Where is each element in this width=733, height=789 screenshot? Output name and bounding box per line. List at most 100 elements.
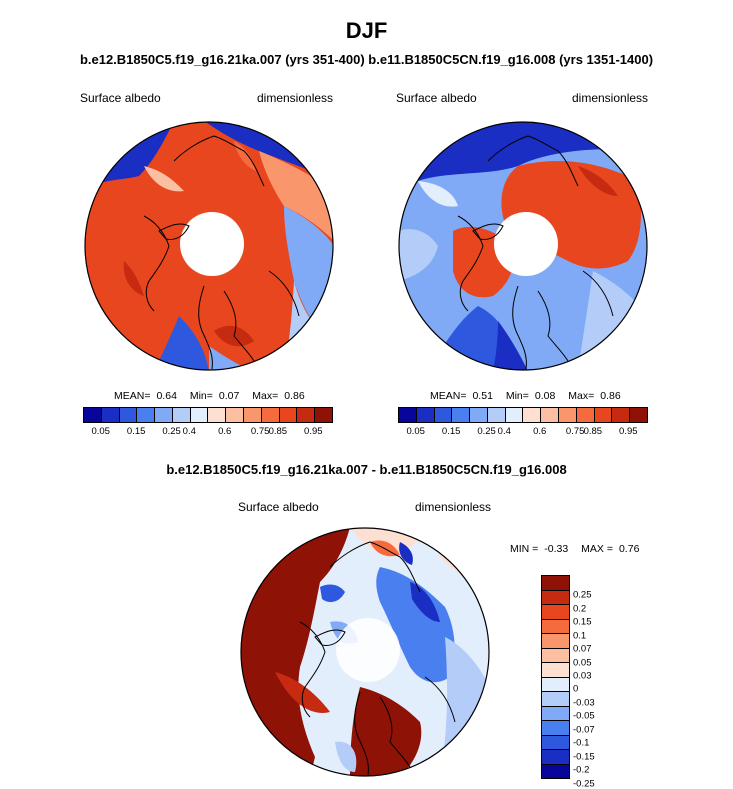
diff-colorbar-tick-label: 0.03 [573,670,592,682]
left-min-label: Min= [189,390,213,402]
right-colorbar-tick-label: 0.75 [565,426,585,437]
diff-units-label: dimensionless [415,500,492,514]
right-colorbar-swatch [505,408,524,422]
left-min-value: 0.07 [218,390,240,402]
right-colorbar-tick-label: 0.15 [441,426,461,437]
left-colorbar-swatch [84,408,102,422]
left-colorbar-tick-label: 0.75 [250,426,270,437]
right-colorbar-tick-label: 0.05 [406,426,425,437]
right-colorbar-swatch [416,408,435,422]
right-colorbar-ticks: 0.05 0.15 0.25 0.4 0.6 0.75 0.85 0.95 [398,426,646,438]
diff-colorbar-tick-label: -0.03 [573,697,595,709]
right-colorbar-swatch [630,408,647,422]
right-colorbar-swatch [434,408,453,422]
left-colorbar-tick-label: 0.95 [304,426,323,437]
left-colorbar-swatch [297,408,316,422]
diff-colorbar-tick-label: -0.07 [573,724,595,736]
left-field-label: Surface albedo [80,91,161,105]
diff-polar-map [240,527,490,777]
right-colorbar-swatch [594,408,613,422]
right-colorbar-tick-label: 0.85 [583,426,603,437]
left-colorbar-swatch [244,408,262,422]
left-max-value: 0.86 [284,390,305,402]
diff-colorbar-tick-label: -0.2 [573,764,590,776]
right-units-label: dimensionless [572,91,649,105]
left-colorbar-ticks: 0.05 0.15 0.25 0.4 0.6 0.75 0.85 0.95 [83,426,331,438]
diff-colorbar-tick-label: 0.15 [573,616,592,628]
left-colorbar-swatch [315,408,332,422]
left-stats: MEAN= 0.64 Min= 0.07 Max= 0.86 [114,390,315,402]
right-colorbar-swatch [523,408,542,422]
left-units-label: dimensionless [257,91,334,105]
left-max-label: Max= [252,390,279,402]
right-colorbar-tick-label: 0.95 [619,426,638,437]
diff-field-label: Surface albedo [238,500,319,514]
left-colorbar-tick-label: 0.15 [126,426,146,437]
diff-stats: MIN = -0.33 MAX = 0.76 [510,543,649,555]
diff-colorbar-swatch [542,634,569,649]
diff-colorbar-tick-label: 0.07 [573,643,592,655]
diff-colorbar-swatch [542,619,569,634]
left-colorbar-swatch [101,408,120,422]
diff-colorbar-tick-label: 0.1 [573,630,587,642]
diff-colorbar-tick-label: 0.05 [573,657,592,669]
left-colorbar-swatch [119,408,138,422]
diff-colorbar-ticks: 0.25 0.2 0.15 0.1 0.07 0.05 0.03 0 -0.03 -0.05 -0.… [573,575,633,789]
diff-colorbar-swatch [542,721,569,736]
diff-colorbar-swatch [542,735,569,750]
diff-colorbar-swatch [542,590,569,605]
right-colorbar [398,407,648,423]
right-colorbar-swatch [576,408,595,422]
diff-colorbar-tick-label: -0.15 [573,751,595,763]
right-field-label: Surface albedo [396,91,477,105]
right-colorbar-swatch [452,408,471,422]
right-mean-label: MEAN= [430,390,467,402]
diff-colorbar-swatch [542,692,569,707]
diff-colorbar-swatch [542,677,569,692]
right-stats: MEAN= 0.51 Min= 0.08 Max= 0.86 [430,390,631,402]
right-colorbar-swatch [612,408,631,422]
left-colorbar-tick-label: 0.25 [162,426,181,437]
right-mean-value: 0.51 [472,390,493,402]
left-polar-map [84,121,334,371]
left-colorbar-swatch [279,408,298,422]
right-colorbar-swatch [470,408,488,422]
diff-colorbar-tick-label: -0.1 [573,737,590,749]
left-colorbar-tick-label: 0.6 [218,426,232,437]
right-max-label: Max= [568,390,595,402]
right-colorbar-tick-label: 0.6 [533,426,547,437]
diff-colorbar-tick-label: 0 [573,683,579,695]
left-colorbar-tick-label: 0.85 [268,426,288,437]
diff-colorbar-tick-label: 0.2 [573,603,587,615]
diff-colorbar-swatch [542,605,569,620]
diff-colorbar-swatch [542,706,569,721]
diff-colorbar-swatch [542,576,569,591]
right-polar-map [398,121,648,371]
left-colorbar-swatch [172,408,191,422]
diff-min-value: -0.33 [544,543,569,555]
left-colorbar-swatch [155,408,173,422]
left-colorbar-tick-label: 0.4 [182,426,196,437]
right-colorbar-tick-label: 0.25 [477,426,496,437]
diff-colorbar-swatch [542,750,569,765]
diff-colorbar [541,575,570,779]
right-colorbar-swatch [487,408,506,422]
right-colorbar-swatch [399,408,417,422]
right-max-value: 0.86 [600,390,621,402]
left-colorbar-swatch [208,408,227,422]
diff-colorbar-swatch [542,648,569,663]
left-colorbar-swatch [261,408,280,422]
left-colorbar-swatch [226,408,245,422]
left-mean-label: MEAN= [114,390,151,402]
left-colorbar-swatch [137,408,156,422]
left-mean-value: 0.64 [156,390,177,402]
right-colorbar-swatch [559,408,577,422]
diff-title: b.e12.B1850C5.f19_g16.21ka.007 - b.e11.B… [166,462,567,477]
right-min-label: Min= [505,390,529,402]
right-colorbar-tick-label: 0.4 [497,426,511,437]
diff-colorbar-tick-label: -0.25 [573,778,595,789]
diff-max-value: 0.76 [618,543,640,555]
right-min-value: 0.08 [534,390,556,402]
left-colorbar [83,407,333,423]
diff-min-label: MIN = [510,543,539,555]
